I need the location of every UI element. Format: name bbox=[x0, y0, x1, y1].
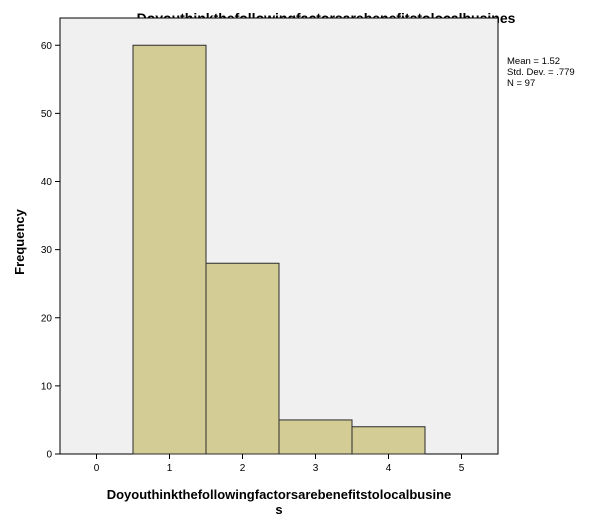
y-tick-label: 50 bbox=[41, 109, 53, 120]
x-tick-label: 3 bbox=[313, 463, 319, 474]
stat-n: N = 97 bbox=[507, 78, 535, 89]
stat-std-dev: Std. Dev. = .779 bbox=[507, 67, 575, 78]
y-tick-label: 20 bbox=[41, 313, 53, 324]
y-axis-label: Frequency bbox=[12, 208, 27, 275]
statistics-legend: Mean = 1.52 Std. Dev. = .779 N = 97 bbox=[507, 56, 575, 89]
y-axis: 0 10 20 30 40 50 60 bbox=[41, 41, 60, 461]
y-tick-label: 0 bbox=[46, 450, 52, 461]
y-tick-label: 40 bbox=[41, 177, 53, 188]
histogram-bar bbox=[278, 419, 353, 455]
x-tick-label: 5 bbox=[459, 463, 465, 474]
x-tick-label: 1 bbox=[167, 463, 173, 474]
y-tick-label: 30 bbox=[41, 245, 53, 256]
x-axis-label-line-2: s bbox=[275, 502, 282, 515]
y-tick-label: 10 bbox=[41, 381, 53, 392]
x-axis-label-line-1: Doyouthinkthefollowingfactorsarebenefits… bbox=[107, 487, 452, 502]
histogram-bar bbox=[351, 426, 426, 455]
histogram-bar bbox=[205, 262, 280, 455]
x-tick-label: 2 bbox=[240, 463, 246, 474]
bars-group bbox=[132, 44, 426, 455]
x-tick-label: 4 bbox=[386, 463, 392, 474]
y-tick-label: 60 bbox=[41, 41, 53, 52]
stat-mean: Mean = 1.52 bbox=[507, 56, 560, 67]
x-axis: 0 1 2 3 4 5 bbox=[94, 454, 465, 474]
histogram-bar bbox=[132, 44, 207, 455]
x-tick-label: 0 bbox=[94, 463, 100, 474]
